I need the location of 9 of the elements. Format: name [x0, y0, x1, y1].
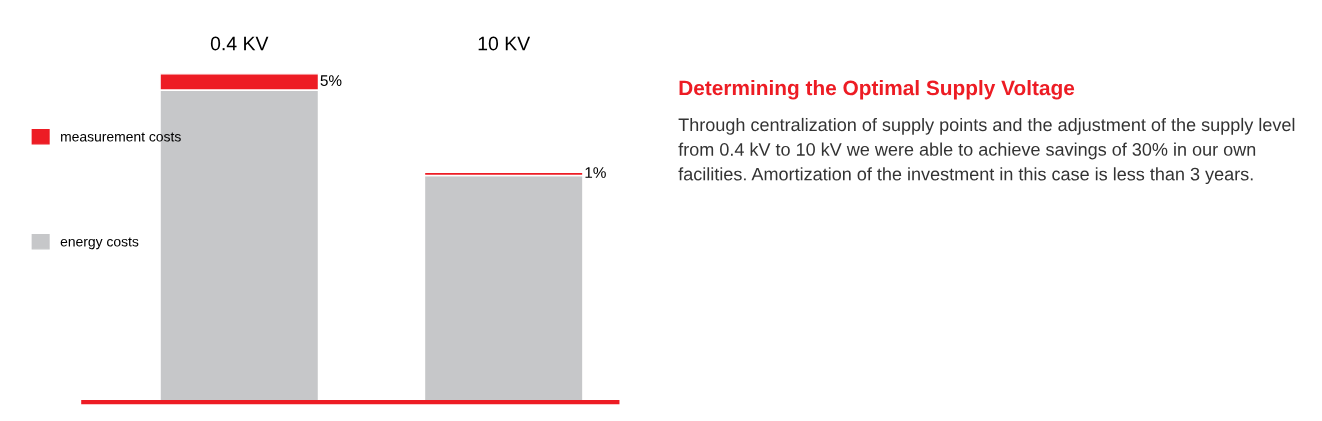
data-label: 5% — [320, 75, 342, 86]
bar — [423, 174, 584, 403]
x-tick-label: 10 KV — [478, 36, 531, 51]
text: Through centralization of supply points and the adjustment of the supply level from 0.4 kV to 10 kV we were able to achieve savings of 30% in our own facilities. Amortization of the investment in this case is less than 3 years. — [678, 117, 1295, 185]
data-label: 1% — [585, 167, 606, 178]
text: Determining the Optimal Supply Voltage — [679, 79, 1075, 100]
legend-label: energy costs — [60, 237, 139, 250]
x-tick-label: 0.4 KV — [210, 36, 269, 51]
legend-label: measurement costs — [61, 132, 181, 142]
